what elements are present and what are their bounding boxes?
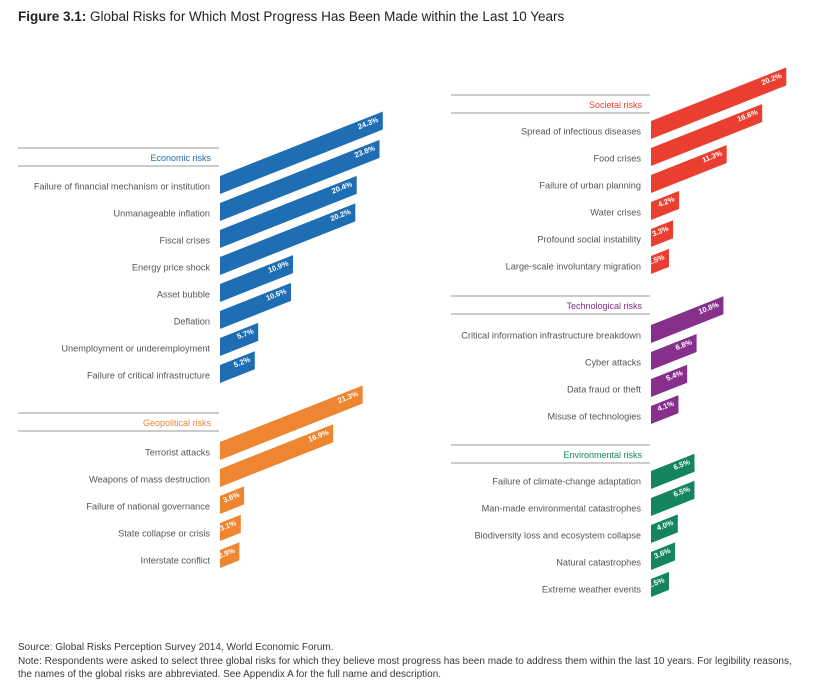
environmental-risks-panel: Environmental risks Failure of climate-ch… bbox=[451, 444, 695, 597]
category-label: Man-made environmental catastrophes bbox=[482, 504, 642, 514]
figure-title-text: Global Risks for Which Most Progress Has… bbox=[90, 9, 565, 24]
category-label: Unmanageable inflation bbox=[113, 209, 210, 219]
category-label: Extreme weather events bbox=[542, 585, 641, 595]
bar bbox=[651, 145, 727, 193]
bar bbox=[220, 175, 357, 248]
bar bbox=[651, 480, 695, 516]
category-label: Failure of climate-change adaptation bbox=[492, 477, 641, 487]
footnote: Note: Respondents were asked to select t… bbox=[18, 656, 792, 680]
category-label: Misuse of technologies bbox=[548, 412, 642, 422]
figure-title: Figure 3.1: Global Risks for Which Most … bbox=[18, 9, 564, 24]
figure-label: Figure 3.1: bbox=[18, 9, 87, 24]
category-label: Natural catastrophes bbox=[556, 558, 641, 568]
geopolitical-risks-panel: Geopolitical risks Terrorist attacks Weapo… bbox=[18, 385, 363, 568]
bar bbox=[651, 67, 787, 139]
category-label: Weapons of mass destruction bbox=[89, 475, 210, 485]
category-label: Failure of critical infrastructure bbox=[87, 371, 210, 381]
source-note: Source: Global Risks Perception Survey 2… bbox=[18, 642, 334, 653]
category-label: Failure of national governance bbox=[86, 502, 210, 512]
category-label: Deflation bbox=[174, 317, 210, 327]
category-label: Terrorist attacks bbox=[145, 448, 210, 458]
bar bbox=[651, 364, 688, 397]
bar bbox=[220, 111, 383, 194]
bar bbox=[220, 514, 241, 541]
global-risks-chart: Economic risks Failure of financial mecha… bbox=[18, 67, 787, 597]
bar bbox=[651, 104, 763, 166]
category-label: State collapse or crisis bbox=[118, 529, 210, 539]
panel-title: Economic risks bbox=[150, 153, 211, 163]
economic-risks-panel: Economic risks Failure of financial mecha… bbox=[18, 111, 383, 383]
technological-risks-panel: Technological risks Critical information … bbox=[451, 295, 724, 424]
category-label: Failure of financial mechanism or instit… bbox=[34, 182, 210, 192]
category-label: Profound social instability bbox=[537, 235, 641, 245]
bar bbox=[651, 514, 678, 543]
category-label: Critical information infrastructure brea… bbox=[461, 331, 641, 341]
category-label: Fiscal crises bbox=[159, 236, 210, 246]
bar bbox=[220, 282, 291, 329]
category-label: Water crises bbox=[590, 208, 641, 218]
category-label: Biodiversity loss and ecosystem collapse bbox=[475, 531, 641, 541]
bar bbox=[651, 453, 695, 489]
category-label: Interstate conflict bbox=[141, 556, 211, 566]
panel-title: Technological risks bbox=[566, 301, 642, 311]
bar bbox=[651, 248, 669, 274]
bar bbox=[220, 203, 356, 275]
bar bbox=[651, 190, 680, 220]
bar bbox=[220, 351, 255, 383]
category-label: Failure of urban planning bbox=[539, 181, 641, 191]
bar bbox=[220, 424, 334, 487]
bar bbox=[220, 486, 245, 514]
bar bbox=[220, 385, 363, 460]
category-label: Spread of infectious diseases bbox=[521, 127, 641, 137]
panel-title: Environmental risks bbox=[563, 450, 642, 460]
category-label: Energy price shock bbox=[132, 263, 211, 273]
panel-title: Societal risks bbox=[589, 100, 643, 110]
bar bbox=[220, 542, 240, 568]
category-label: Unemployment or underemployment bbox=[61, 344, 210, 354]
category-label: Cyber attacks bbox=[585, 358, 642, 368]
bar bbox=[651, 334, 697, 370]
bar bbox=[651, 542, 676, 570]
societal-risks-panel: Societal risks Spread of infectious disea… bbox=[451, 67, 787, 274]
category-label: Data fraud or theft bbox=[567, 385, 641, 395]
bar bbox=[651, 571, 669, 597]
category-label: Asset bubble bbox=[157, 290, 210, 300]
bar bbox=[220, 255, 293, 302]
bar bbox=[651, 395, 679, 424]
bar bbox=[220, 322, 259, 356]
bar bbox=[651, 220, 674, 247]
bar bbox=[220, 139, 380, 221]
category-label: Large-scale involuntary migration bbox=[506, 262, 641, 272]
category-label: Food crises bbox=[594, 154, 642, 164]
bar bbox=[651, 296, 724, 343]
panel-title: Geopolitical risks bbox=[143, 418, 212, 428]
